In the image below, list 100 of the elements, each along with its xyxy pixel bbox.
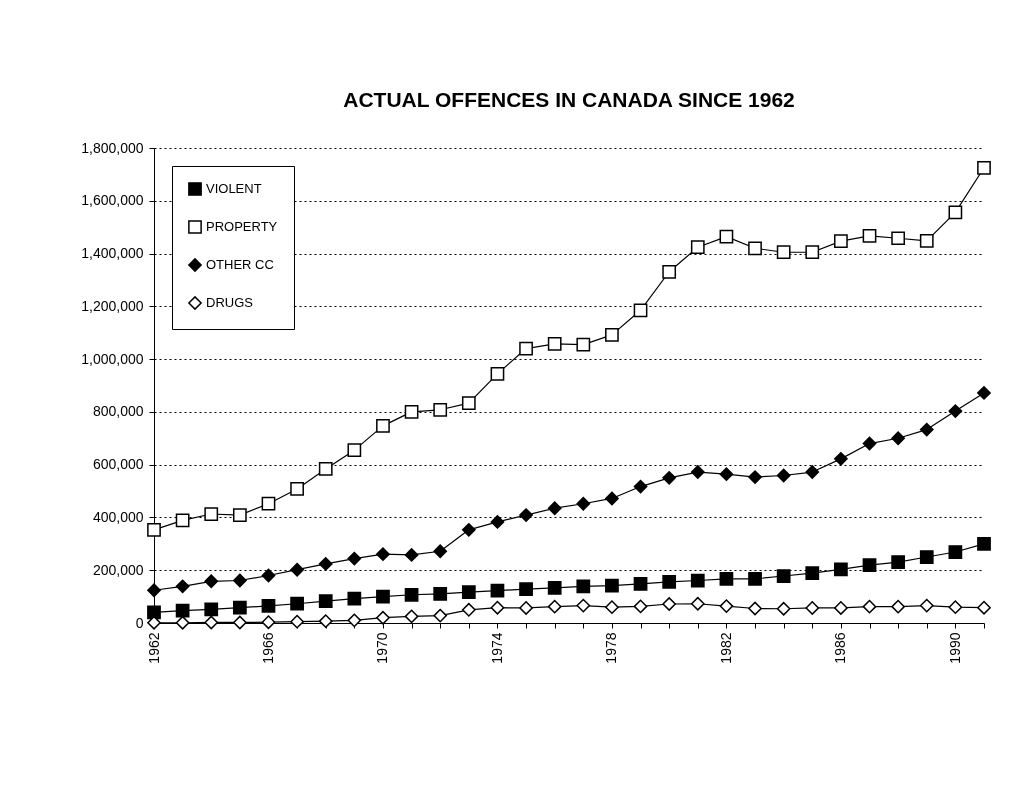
point	[261, 496, 276, 511]
point	[461, 602, 476, 617]
point	[261, 615, 276, 630]
point	[834, 234, 848, 249]
point	[948, 205, 963, 220]
point	[690, 596, 705, 611]
x-tick-label: 1982	[717, 632, 734, 664]
point	[290, 562, 304, 577]
point	[347, 443, 362, 458]
point	[519, 601, 533, 615]
point	[805, 465, 820, 479]
y-tick-label: 1,000,000	[81, 350, 144, 367]
point	[232, 600, 247, 615]
point	[605, 491, 619, 506]
point	[748, 241, 762, 256]
point	[490, 515, 505, 529]
point	[748, 601, 762, 616]
point	[662, 597, 677, 611]
point	[347, 551, 362, 566]
point	[290, 482, 304, 496]
point	[318, 557, 333, 571]
point	[490, 367, 505, 381]
y-tick-label: 1,800,000	[81, 139, 144, 156]
point	[175, 615, 190, 630]
point	[748, 572, 762, 586]
point	[433, 587, 448, 601]
point	[290, 596, 304, 611]
legend-label: OTHER CC	[206, 257, 274, 272]
legend-label: PROPERTY	[206, 219, 278, 234]
point	[690, 573, 705, 588]
legend-label: VIOLENT	[206, 181, 262, 196]
point	[318, 594, 333, 608]
x-tick-label: 1974	[488, 632, 505, 664]
point	[862, 558, 877, 573]
x-tick-label: 1962	[145, 632, 162, 664]
point	[519, 508, 533, 522]
point	[662, 470, 677, 485]
x-tick-label: 1978	[603, 632, 620, 664]
point	[147, 522, 161, 537]
point	[147, 605, 161, 620]
point	[662, 264, 677, 279]
point	[318, 614, 333, 629]
point	[519, 341, 533, 356]
point	[605, 600, 619, 615]
point	[261, 568, 276, 583]
point	[376, 589, 390, 604]
point	[862, 436, 877, 451]
point	[461, 522, 476, 537]
point	[433, 402, 448, 417]
point	[147, 583, 161, 598]
y-tick-label: 1,400,000	[81, 245, 144, 262]
point	[919, 422, 934, 437]
point	[862, 599, 877, 614]
point	[977, 386, 991, 400]
point	[719, 599, 734, 613]
point	[433, 608, 448, 623]
point	[719, 572, 734, 586]
point	[834, 562, 848, 577]
y-tick-label: 1,600,000	[81, 192, 144, 209]
point	[433, 544, 448, 559]
point	[605, 327, 619, 342]
point	[376, 610, 390, 625]
point	[891, 231, 906, 246]
point	[204, 602, 219, 617]
x-tick-label: 1966	[259, 632, 276, 664]
point	[633, 303, 648, 318]
point	[347, 591, 362, 606]
point	[232, 508, 247, 522]
point	[461, 396, 476, 411]
point	[576, 579, 591, 594]
point	[633, 577, 648, 591]
point	[977, 160, 991, 175]
point	[404, 405, 419, 419]
point	[891, 555, 906, 569]
point	[919, 598, 934, 613]
chart-title: ACTUAL OFFENCES IN CANADA SINCE 1962	[343, 88, 795, 111]
x-tick-label: 1970	[374, 632, 391, 664]
point	[204, 615, 219, 630]
point	[576, 598, 591, 613]
point	[776, 468, 791, 483]
point	[862, 229, 877, 243]
point	[633, 599, 648, 614]
point	[748, 470, 762, 484]
point	[605, 578, 619, 593]
point	[204, 507, 219, 521]
point	[461, 585, 476, 599]
point	[719, 229, 734, 244]
y-tick-label: 0	[135, 614, 144, 631]
point	[834, 601, 848, 615]
point	[633, 479, 648, 494]
point	[404, 587, 419, 602]
point	[805, 245, 820, 260]
point	[662, 574, 677, 589]
point	[891, 431, 906, 446]
point	[919, 234, 934, 248]
point	[376, 419, 390, 433]
x-tick-label: 1990	[946, 632, 963, 664]
point	[490, 583, 505, 598]
y-tick-label: 1,200,000	[81, 297, 144, 314]
point	[547, 581, 562, 595]
